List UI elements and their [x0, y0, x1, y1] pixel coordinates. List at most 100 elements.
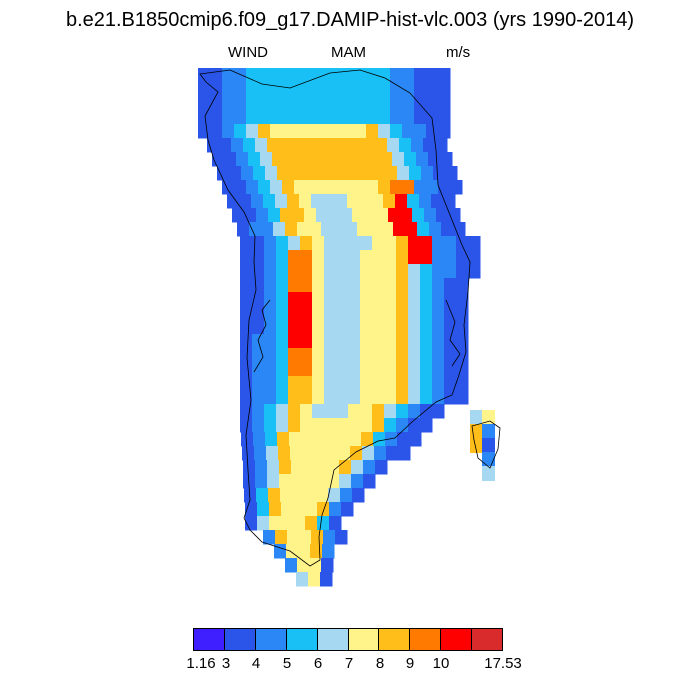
grid-cell — [240, 376, 253, 391]
grid-cell — [384, 404, 397, 419]
grid-cell — [304, 208, 317, 223]
grid-cell — [222, 110, 235, 125]
grid-cell — [288, 390, 301, 405]
grid-cell — [372, 320, 385, 335]
grid-cell — [276, 250, 289, 265]
grid-cell — [274, 544, 287, 559]
grid-cell — [252, 250, 265, 265]
grid-cell — [431, 194, 444, 209]
map-title: b.e21.B1850cmip6.f09_g17.DAMIP-hist-vlc.… — [65, 9, 635, 31]
grid-cell — [360, 306, 373, 321]
grid-cell — [267, 474, 280, 489]
grid-cell — [372, 404, 385, 419]
grid-cell — [288, 278, 301, 293]
grid-cell — [386, 446, 399, 461]
grid-cell — [372, 376, 385, 391]
grid-cell — [432, 362, 445, 377]
grid-cell — [269, 516, 282, 531]
grid-cell — [414, 124, 427, 139]
grid-cell — [290, 446, 303, 461]
grid-cell — [327, 138, 340, 153]
grid-cell — [324, 306, 337, 321]
grid-cell — [210, 96, 223, 111]
grid-cell — [342, 68, 355, 83]
grid-cell — [240, 348, 253, 363]
colorbar-swatch — [472, 629, 503, 650]
grid-cell — [264, 278, 277, 293]
grid-cell — [324, 376, 337, 391]
grid-cell — [263, 194, 276, 209]
grid-cell — [384, 320, 397, 335]
grid-cell — [288, 250, 301, 265]
grid-cell — [372, 390, 385, 405]
grid-cell — [402, 110, 415, 125]
grid-cell — [402, 124, 415, 139]
grid-cell — [408, 250, 421, 265]
grid-cell — [240, 264, 253, 279]
grid-cell — [329, 516, 342, 531]
grid-cell — [198, 96, 211, 111]
grid-cell — [336, 376, 349, 391]
grid-cell — [402, 68, 415, 83]
grid-cell — [468, 250, 481, 265]
grid-cell — [324, 292, 337, 307]
grid-cell — [396, 306, 409, 321]
grid-cell — [396, 418, 409, 433]
grid-cell — [432, 320, 445, 335]
grid-cell — [312, 348, 325, 363]
grid-cell — [366, 96, 379, 111]
grid-cell — [240, 320, 253, 335]
grid-cell — [270, 110, 283, 125]
grid-cell — [420, 320, 433, 335]
grid-cell — [246, 68, 259, 83]
grid-cell — [432, 250, 445, 265]
grid-cell — [300, 306, 313, 321]
grid-cell — [408, 306, 421, 321]
grid-cell — [264, 404, 277, 419]
grid-cell — [420, 334, 433, 349]
grid-cell — [360, 376, 373, 391]
grid-cell — [408, 376, 421, 391]
grid-cell — [360, 390, 373, 405]
grid-cell — [445, 166, 458, 181]
grid-cell — [324, 362, 337, 377]
grid-cell — [303, 460, 316, 475]
grid-cell — [456, 334, 469, 349]
grid-cell — [276, 306, 289, 321]
grid-cell — [240, 404, 253, 419]
grid-cell — [345, 222, 358, 237]
grid-cell — [468, 264, 481, 279]
colorbar-swatch — [317, 629, 349, 650]
grid-cell — [440, 152, 453, 167]
grid-cell — [252, 390, 265, 405]
grid-cell — [348, 278, 361, 293]
grid-cell — [234, 110, 247, 125]
grid-cell — [275, 194, 288, 209]
grid-cell — [251, 194, 264, 209]
grid-cell — [288, 264, 301, 279]
grid-cell — [305, 516, 318, 531]
grid-cell — [349, 166, 362, 181]
grid-cell — [240, 278, 253, 293]
grid-cell — [402, 180, 415, 195]
grid-cell — [219, 138, 232, 153]
grid-cell — [312, 418, 325, 433]
grid-cell — [420, 362, 433, 377]
grid-cell — [324, 390, 337, 405]
grid-cell — [231, 138, 244, 153]
grid-cell — [402, 82, 415, 97]
grid-cell — [385, 166, 398, 181]
grid-cell — [265, 166, 278, 181]
grid-cell — [272, 152, 285, 167]
grid-cell — [270, 68, 283, 83]
grid-cell — [384, 250, 397, 265]
grid-cell — [349, 432, 362, 447]
grid-cell — [444, 236, 457, 251]
grid-cell — [264, 306, 277, 321]
grid-cell — [341, 502, 354, 517]
grid-cell — [324, 334, 337, 349]
grid-cell — [210, 68, 223, 83]
grid-cell — [288, 320, 301, 335]
grid-cell — [255, 138, 268, 153]
grid-cell — [420, 236, 433, 251]
